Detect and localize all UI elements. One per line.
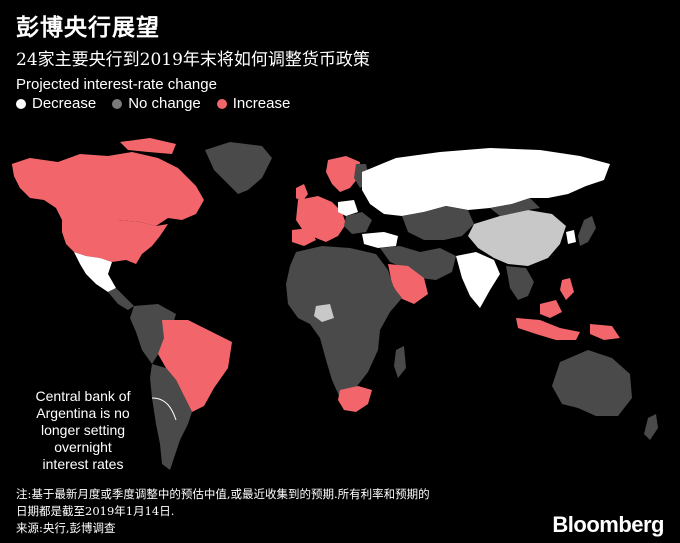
region-central-america <box>108 288 134 310</box>
annotation-line: Central bank of <box>35 388 131 404</box>
legend-item-increase: Increase <box>216 95 291 112</box>
bloomberg-logo: Bloomberg <box>552 512 664 537</box>
region-south-korea <box>566 230 576 244</box>
region-new-zealand <box>644 414 658 440</box>
region-mongolia <box>490 198 540 216</box>
region-philippines <box>560 278 574 300</box>
region-north-south-america <box>130 304 176 364</box>
annotation-line: overnight <box>54 439 112 455</box>
region-borneo <box>540 300 562 318</box>
region-canada <box>12 152 204 226</box>
region-africa <box>286 246 402 398</box>
world-map <box>12 138 658 470</box>
region-mexico <box>74 252 116 292</box>
footnote-line: 来源:央行,彭博调查 <box>16 521 116 535</box>
footnote: 注:基于最新月度或季度调整中的预估中值,或最近收集到的预期.所有利率和预期的 日… <box>16 486 430 537</box>
region-russia <box>362 148 610 216</box>
region-argentina <box>150 364 192 470</box>
region-indonesia <box>516 318 580 340</box>
legend-swatch-decrease <box>16 98 26 109</box>
legend-swatch-no-change <box>112 98 123 109</box>
region-japan <box>578 216 596 246</box>
region-united-states <box>62 220 168 264</box>
legend-label-decrease: Decrease <box>32 95 97 112</box>
region-canada-islands <box>120 138 176 154</box>
region-alaska <box>12 158 42 188</box>
annotation-line: interest rates <box>42 456 124 472</box>
page-title: 彭博央行展望 <box>16 14 160 41</box>
region-iberia <box>292 228 316 246</box>
region-nigeria <box>314 304 334 322</box>
region-brazil <box>158 320 232 412</box>
region-poland <box>338 200 358 216</box>
region-china <box>468 210 566 266</box>
region-middle-east <box>380 246 456 280</box>
legend-item-no-change: No change <box>112 95 201 112</box>
region-turkey <box>362 232 398 248</box>
region-new-guinea <box>590 324 620 340</box>
page-subtitle: 24家主要央行到2019年末将如何调整货币政策 <box>16 50 370 70</box>
legend: Decrease No change Increase <box>16 95 306 112</box>
region-india <box>456 252 500 308</box>
region-southeast-asia <box>506 266 534 300</box>
region-norway-sweden <box>326 156 360 192</box>
annotation-line: Argentina is no <box>36 405 130 421</box>
legend-swatch-increase <box>216 98 227 109</box>
region-australia <box>552 350 632 416</box>
footnote-line: 注:基于最新月度或季度调整中的预估中值,或最近收集到的预期.所有利率和预期的 <box>16 487 430 501</box>
region-central-asia <box>402 206 474 240</box>
region-madagascar <box>394 346 406 378</box>
footnote-line: 日期都是截至2019年1月14日. <box>16 504 175 518</box>
legend-label-increase: Increase <box>232 95 291 112</box>
region-uk <box>296 184 308 202</box>
annotation-leader-line <box>151 397 177 421</box>
legend-item-decrease: Decrease <box>16 95 96 112</box>
legend-title: Projected interest-rate change <box>16 76 217 93</box>
region-south-africa <box>338 386 372 412</box>
region-greenland <box>205 142 272 194</box>
argentina-annotation: Central bank of Argentina is no longer s… <box>8 388 158 473</box>
annotation-line: longer setting <box>40 422 126 438</box>
legend-label-no-change: No change <box>128 95 201 112</box>
region-eastern-europe <box>344 212 372 234</box>
